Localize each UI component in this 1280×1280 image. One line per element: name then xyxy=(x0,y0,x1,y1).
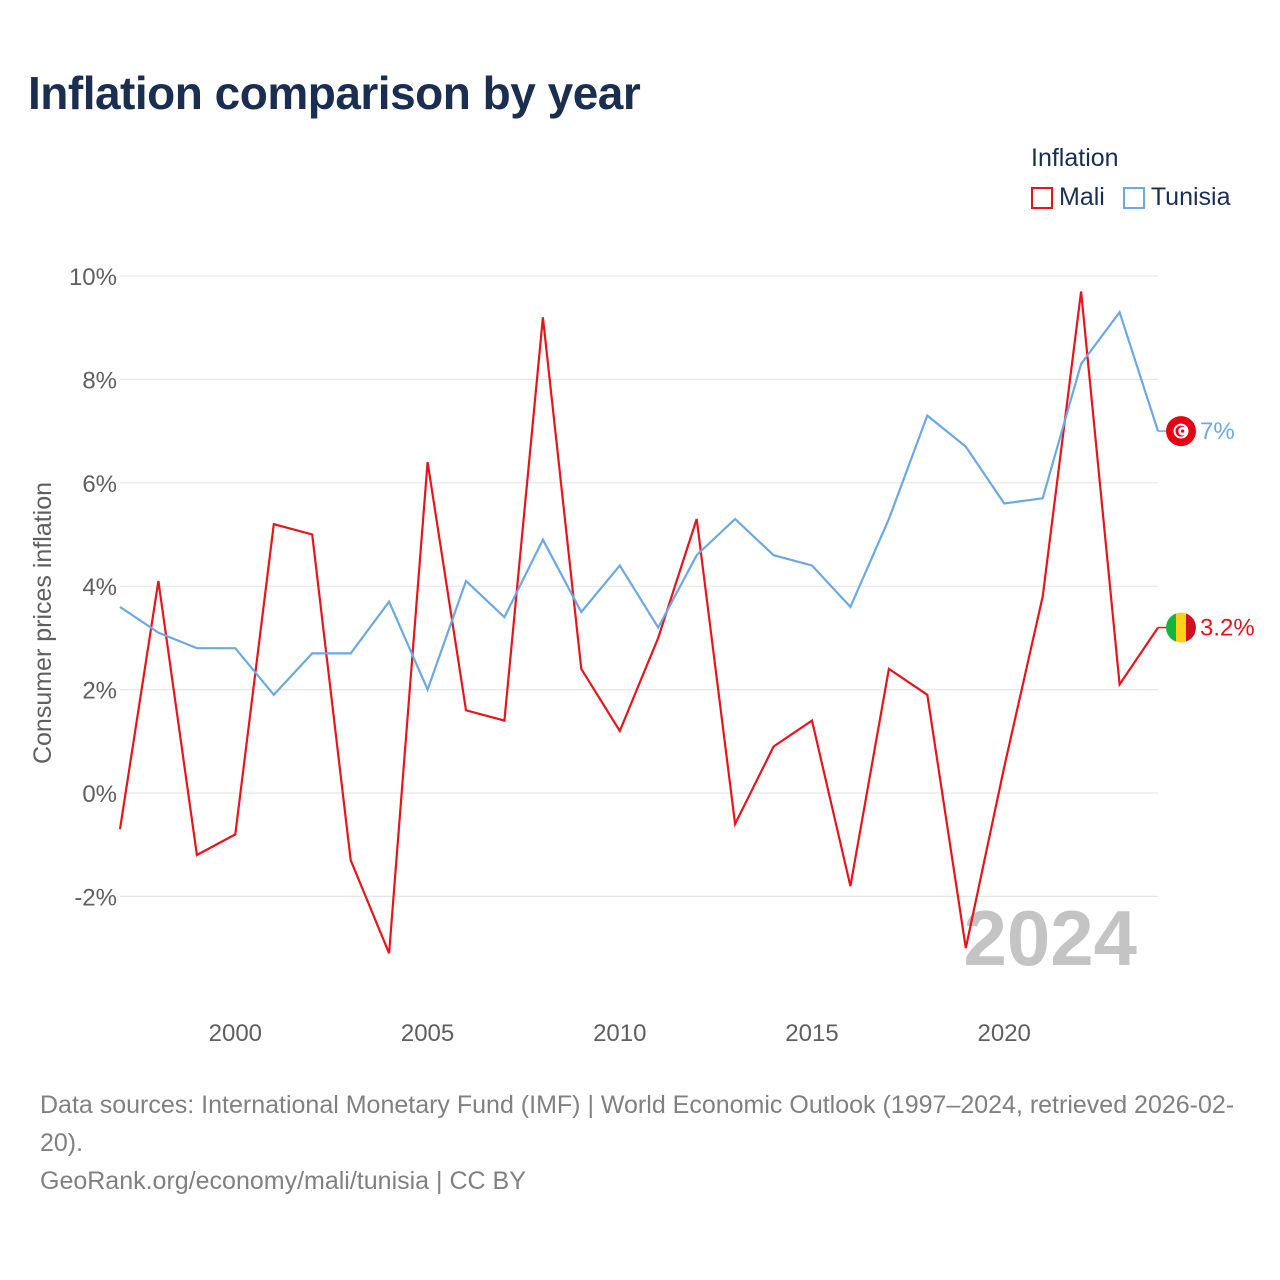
footer-credit[interactable]: GeoRank.org/economy/mali/tunisia | CC BY xyxy=(40,1167,526,1195)
legend-label-tunisia: Tunisia xyxy=(1150,183,1231,211)
footer: Data sources: International Monetary Fun… xyxy=(40,1086,1250,1200)
line-chart: -2% 0% 2% 4% 6% 8% 10% 2000 2005 2010 2015 2020 Co… xyxy=(29,264,1255,1047)
legend-item-tunisia[interactable]: Tunisia xyxy=(1122,183,1231,212)
legend-title: Inflation xyxy=(1031,144,1119,172)
x-tick-label: 2005 xyxy=(401,1020,454,1047)
x-tick-label: 2020 xyxy=(978,1020,1031,1047)
y-axis-ticks: -2% 0% 2% 4% 6% 8% 10% xyxy=(69,264,117,911)
legend-swatch-mali xyxy=(1031,186,1053,209)
legend-swatch-tunisia xyxy=(1122,186,1145,209)
mali-flag-icon xyxy=(1166,612,1196,643)
y-tick-label: 4% xyxy=(82,574,117,601)
footer-sources: Data sources: International Monetary Fun… xyxy=(40,1091,1235,1157)
end-label-mali: 3.2% xyxy=(1200,615,1255,642)
legend-label-mali: Mali xyxy=(1059,183,1105,211)
legend: Inflation Mali Tunisia xyxy=(1031,144,1231,212)
series-line-mali xyxy=(118,291,1159,954)
x-axis-ticks: 2000 2005 2010 2015 2020 xyxy=(209,1020,1031,1047)
y-tick-label: 6% xyxy=(82,471,117,498)
y-axis-label: Consumer prices inflation xyxy=(29,482,57,764)
y-tick-label: -2% xyxy=(74,884,117,911)
grid-lines xyxy=(120,275,1158,898)
x-tick-label: 2000 xyxy=(209,1020,262,1047)
year-watermark: 2024 xyxy=(963,894,1137,982)
x-tick-label: 2010 xyxy=(593,1020,646,1047)
y-tick-label: 2% xyxy=(82,678,117,705)
chart-title: Inflation comparison by year xyxy=(28,67,641,119)
legend-item-mali[interactable]: Mali xyxy=(1031,183,1105,212)
end-labels: 3.2% 7% xyxy=(1158,416,1255,643)
series-line-tunisia xyxy=(119,309,1160,697)
y-tick-label: 0% xyxy=(82,781,117,808)
end-label-tunisia: 7% xyxy=(1200,418,1235,445)
series-lines xyxy=(118,291,1160,954)
x-tick-label: 2015 xyxy=(785,1020,838,1047)
y-tick-label: 10% xyxy=(69,264,117,291)
y-tick-label: 8% xyxy=(82,367,117,394)
tunisia-flag-icon xyxy=(1166,416,1196,447)
